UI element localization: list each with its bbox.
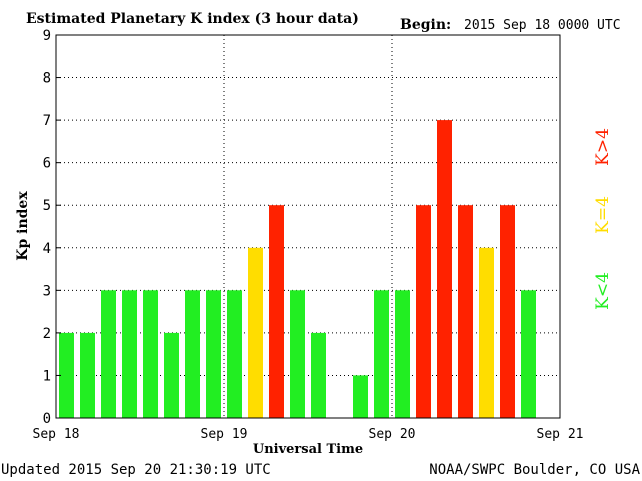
y-tick-label: 8 [43,71,51,87]
kp-bar [479,247,494,418]
kp-bar [500,205,515,418]
legend-equal-4: K=4 [593,196,613,234]
chart-title: Estimated Planetary K index (3 hour data… [26,11,359,27]
kp-bar [269,205,284,418]
y-tick-label: 9 [43,28,51,44]
begin-label: Begin: [400,17,451,33]
legend-above-4: K>4 [593,128,613,166]
kp-bar [311,332,326,418]
begin-value: 2015 Sep 18 0000 UTC [464,18,621,33]
kp-bar [416,205,431,418]
plot-frame [55,34,561,419]
grid-lines [56,35,560,418]
y-tick-labels: 0 1 2 3 4 5 6 7 8 9 [43,28,61,427]
kp-bar [521,290,536,418]
y-tick-label: 4 [43,241,51,257]
x-tick-label: Sep 20 [369,427,416,442]
y-tick-label: 7 [43,113,51,129]
x-axis-label: Universal Time [253,442,363,457]
kp-bar [248,247,263,418]
y-tick-label: 2 [43,326,51,342]
legend-below-4: K<4 [593,272,613,310]
kp-bar [80,332,95,418]
kp-bar [290,290,305,418]
kp-bar [395,290,410,418]
y-axis-label: Kp index [15,191,31,261]
x-tick-labels: Sep 18 Sep 19 Sep 20 Sep 21 [33,427,584,442]
y-tick-label: 5 [43,198,51,214]
kp-bar [143,290,158,418]
y-tick-label: 0 [43,411,51,427]
source-text: NOAA/SWPC Boulder, CO USA [429,462,640,478]
kp-bar [101,290,116,418]
kp-bar [353,375,368,418]
x-tick-label: Sep 18 [33,427,80,442]
kp-bar [374,290,389,418]
updated-text: Updated 2015 Sep 20 21:30:19 UTC [1,462,271,478]
kp-bar [227,290,242,418]
kp-bar [458,205,473,418]
y-tick-label: 3 [43,283,51,299]
kp-bar [59,332,74,418]
y-tick-label: 6 [43,156,51,172]
kp-bar [185,290,200,418]
y-tick-label: 1 [43,368,51,384]
bars [59,120,536,418]
x-tick-label: Sep 21 [537,427,584,442]
kp-bar [206,290,221,418]
x-tick-label: Sep 19 [201,427,248,442]
kp-bar [122,290,137,418]
kp-bar [437,120,452,418]
kp-bar [164,332,179,418]
